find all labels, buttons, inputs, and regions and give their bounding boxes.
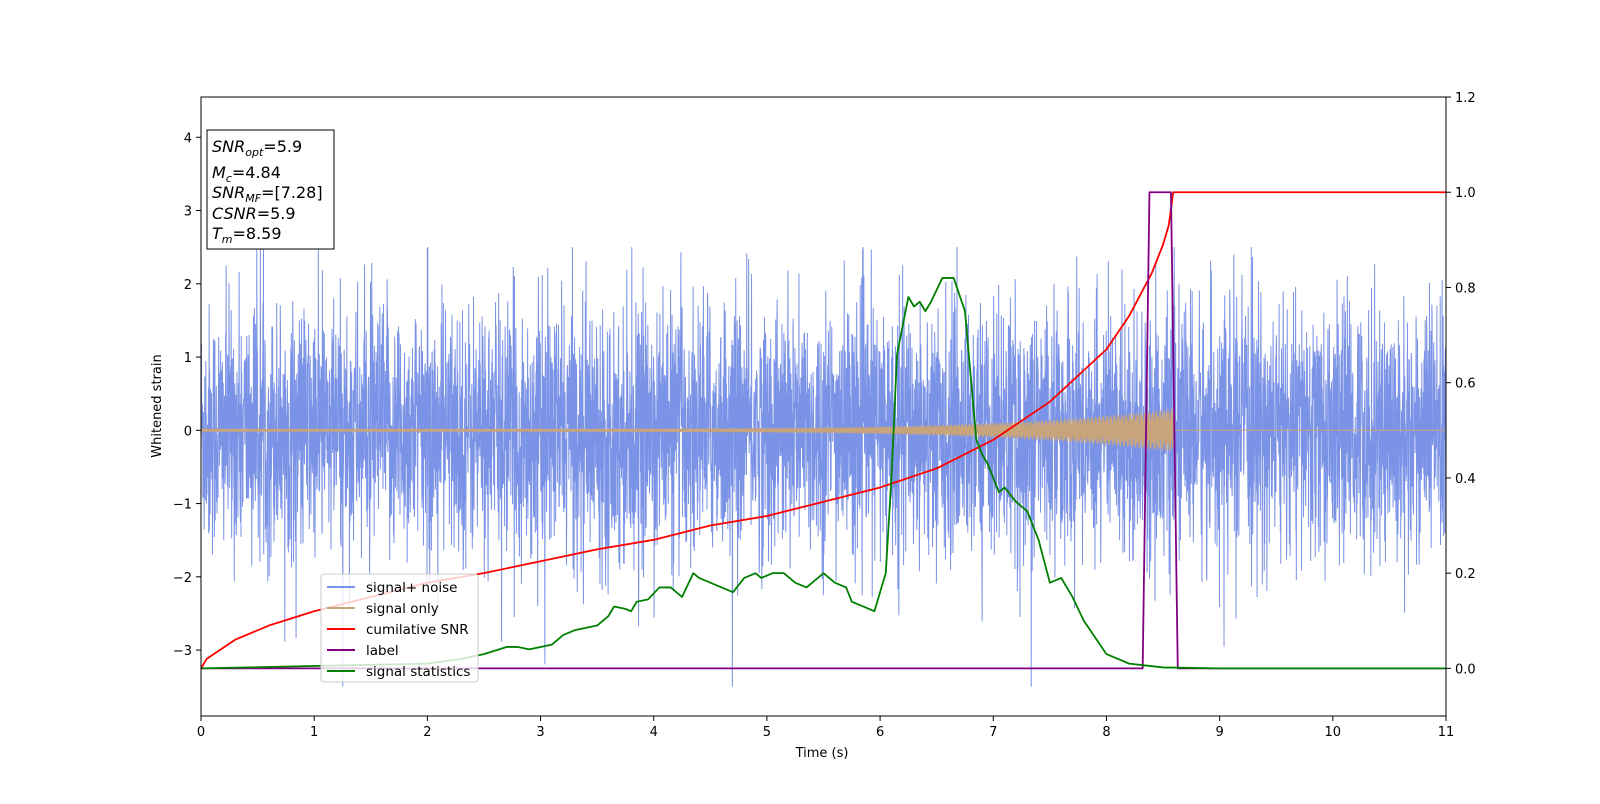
legend-frame bbox=[320, 573, 479, 683]
legend: signal+ noise signal only cumilative SNR la… bbox=[320, 573, 479, 683]
x-tick-label: 9 bbox=[1215, 725, 1223, 740]
y-axis-label: Whitened strain bbox=[150, 354, 165, 457]
y2-tick-label: 0.8 bbox=[1455, 281, 1476, 296]
y2-tick-label: 0.6 bbox=[1455, 377, 1476, 392]
x-tick-label: 7 bbox=[989, 725, 997, 740]
info-csnr: CSNR=5.9 bbox=[212, 204, 296, 223]
y-tick-label: 4 bbox=[184, 131, 192, 146]
y-tick-label: −2 bbox=[173, 571, 192, 586]
x-axis-label: Time (s) bbox=[795, 746, 849, 761]
legend-label-signal-only: signal only bbox=[366, 601, 439, 617]
legend-label-signal-noise: signal+ noise bbox=[366, 580, 457, 596]
y-tick-label: −1 bbox=[173, 498, 192, 513]
x-tick-label: 11 bbox=[1438, 725, 1455, 740]
legend-label-label: label bbox=[366, 643, 399, 659]
info-snr-opt: SNRopt=5.9 bbox=[212, 137, 302, 159]
x-tick-label: 1 bbox=[310, 725, 318, 740]
info-mc: Mc=4.84 bbox=[212, 163, 281, 185]
y2-tick-label: 0.0 bbox=[1455, 662, 1476, 677]
y-tick-label: 2 bbox=[184, 278, 192, 293]
info-tm: Tm=8.59 bbox=[212, 224, 282, 246]
legend-label-cumilative-snr: cumilative SNR bbox=[366, 622, 469, 638]
x-tick-label: 0 bbox=[197, 725, 205, 740]
info-box-frame bbox=[206, 129, 335, 250]
y2-tick-label: 1.0 bbox=[1455, 186, 1476, 201]
y2-axis-ticks: 0.0 0.2 0.4 0.6 0.8 1.0 1.2 bbox=[1446, 91, 1476, 677]
x-tick-label: 6 bbox=[876, 725, 884, 740]
legend-label-signal-statistics: signal statistics bbox=[366, 664, 470, 680]
x-tick-label: 5 bbox=[763, 725, 771, 740]
y2-tick-label: 1.2 bbox=[1455, 91, 1476, 106]
x-tick-label: 3 bbox=[536, 725, 544, 740]
x-axis-ticks: 0 1 2 3 4 5 6 7 8 9 10 11 bbox=[197, 716, 1454, 740]
x-tick-label: 10 bbox=[1325, 725, 1342, 740]
y-tick-label: 0 bbox=[184, 424, 192, 439]
series-signal-statistics bbox=[201, 277, 1446, 670]
x-tick-label: 8 bbox=[1102, 725, 1110, 740]
info-box: SNRopt=5.9 Mc=4.84 SNRMF=[7.28] CSNR=5.9… bbox=[206, 129, 335, 250]
y-tick-label: 1 bbox=[184, 351, 192, 366]
y-axis-ticks: −3 −2 −1 0 1 2 3 4 bbox=[173, 131, 201, 659]
series-signal-noise bbox=[201, 247, 1446, 687]
info-snr-mf: SNRMF=[7.28] bbox=[212, 183, 323, 205]
y-tick-label: 3 bbox=[184, 205, 192, 220]
x-tick-label: 4 bbox=[650, 725, 658, 740]
axes-frame bbox=[200, 96, 1447, 717]
x-tick-label: 2 bbox=[423, 725, 431, 740]
y2-tick-label: 0.4 bbox=[1455, 472, 1476, 487]
series-signal-only bbox=[201, 408, 1446, 452]
y-tick-label: −3 bbox=[173, 644, 192, 659]
y2-tick-label: 0.2 bbox=[1455, 567, 1476, 582]
